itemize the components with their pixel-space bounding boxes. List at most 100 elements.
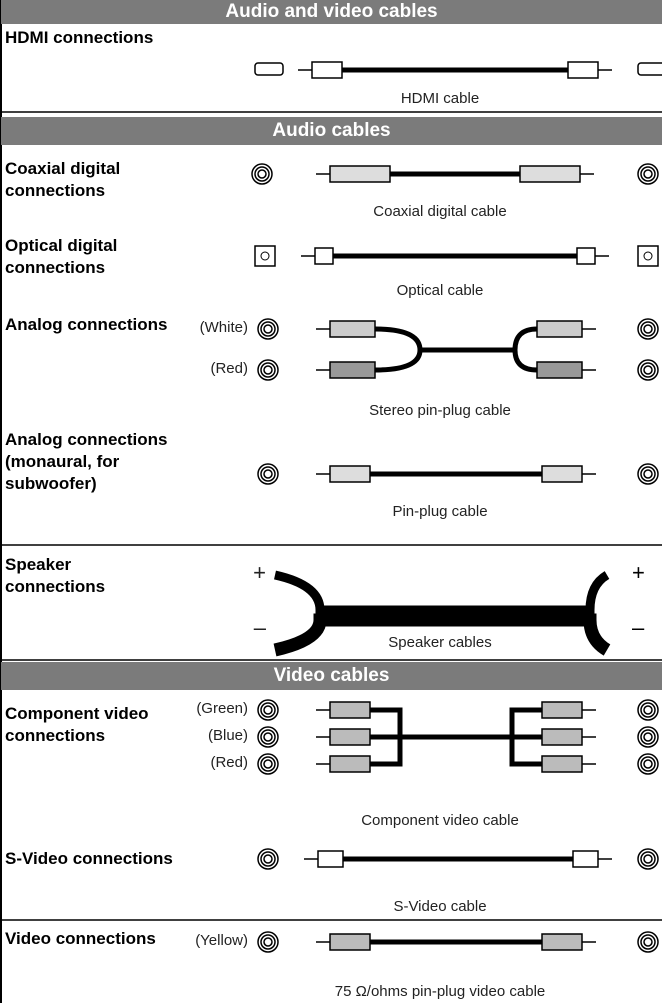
cable-caption: Stereo pin-plug cable [369,402,511,419]
jack [257,931,279,953]
row-label: Component video connections [5,704,149,745]
jack [643,732,653,742]
jack [257,318,279,340]
plug [572,850,599,868]
jack [263,705,273,715]
plug [329,361,376,379]
jack [640,851,656,867]
jack [260,851,276,867]
cable-caption: Optical cable [396,282,484,299]
jack [257,463,279,485]
jack [260,702,276,718]
jack [643,324,653,334]
polarity-label: + [253,560,266,585]
plug [541,701,583,719]
section-header: Audio and video cables [1,0,662,24]
jack [263,324,273,334]
jack [643,469,653,479]
polarity-label: – [253,615,266,640]
jack [643,169,653,179]
jack [640,702,656,718]
jack [643,759,653,769]
row-label: Analog connections (monaural, for subwoo… [5,430,168,493]
plug [329,465,371,483]
plug [567,61,599,79]
section-header: Video cables [1,662,662,690]
plug [329,320,376,338]
jack [251,163,273,185]
plug [329,933,371,951]
jack-label: (Blue) [207,727,248,744]
section-header: Audio cables [1,117,662,145]
jack [637,848,659,870]
cable [374,326,538,353]
jack [260,934,276,950]
jack [637,753,659,775]
plug [541,933,583,951]
jack [263,732,273,742]
plug [541,728,583,746]
jack [257,169,267,179]
plug [317,850,344,868]
jack [263,469,273,479]
row-label: Coaxial digital connections [5,159,121,200]
jack [257,699,279,721]
polarity-label: + [632,560,645,585]
plug [536,361,583,379]
row-label: S-Video connections [5,849,173,868]
jack [637,359,659,381]
row-label: HDMI connections [5,28,154,47]
jack [254,245,276,267]
jack [643,854,653,864]
polarity-label: – [632,615,645,640]
cable-caption: 75 Ω/ohms pin-plug video cable [334,983,546,1000]
jack [637,163,659,185]
jack [263,854,273,864]
jack [640,756,656,772]
cable [273,570,610,615]
plug [541,755,583,773]
jack [260,321,276,337]
plug [329,165,391,183]
jack [637,318,659,340]
jack [257,753,279,775]
cable-caption: Coaxial digital cable [373,203,507,220]
plug [329,755,371,773]
jack-label: (Red) [210,754,248,771]
jack [263,937,273,947]
cable-caption: S-Video cable [393,898,487,915]
plug [314,247,334,265]
plug [329,728,371,746]
cable [273,613,611,657]
row-label: Video connections [5,929,156,948]
plug [541,465,583,483]
jack [637,726,659,748]
jack [263,365,273,375]
row-label: Speaker connections [5,555,106,596]
plug [311,61,343,79]
row-label: Optical digital connections [5,236,118,277]
jack [640,166,656,182]
jack [640,729,656,745]
jack [643,365,653,375]
port [637,62,662,76]
plug [576,247,596,265]
cable-caption: HDMI cable [400,90,480,107]
jack [257,726,279,748]
jack [643,251,653,261]
jack [260,729,276,745]
plug [329,701,371,719]
jack [640,466,656,482]
port [254,62,284,76]
row-label: Analog connections [5,315,168,334]
jack [640,321,656,337]
jack [637,699,659,721]
jack [640,934,656,950]
jack [640,362,656,378]
cable-caption: Pin-plug cable [392,503,488,520]
jack [637,245,659,267]
jack [643,937,653,947]
cable-caption: Component video cable [361,812,519,829]
